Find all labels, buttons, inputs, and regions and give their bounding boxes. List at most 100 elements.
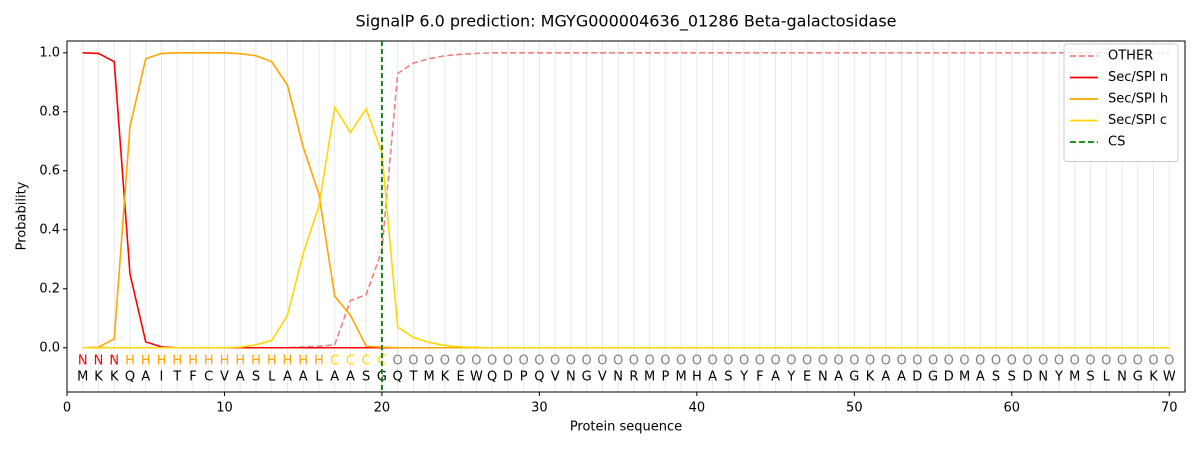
x-tick-label: 50 bbox=[846, 401, 863, 416]
residue-label: O bbox=[723, 354, 733, 369]
plot-frame bbox=[66, 40, 1186, 393]
residue-letter: Y bbox=[786, 370, 795, 385]
residue-label: O bbox=[802, 354, 812, 369]
residue-label: O bbox=[582, 354, 592, 369]
residue-label: O bbox=[550, 354, 560, 369]
residue-label: O bbox=[645, 354, 655, 369]
residue-letter: K bbox=[94, 370, 103, 385]
y-tick-label: 0.4 bbox=[39, 222, 60, 237]
residue-label: H bbox=[235, 354, 245, 369]
residue-label: O bbox=[1022, 354, 1032, 369]
residue-label: O bbox=[944, 354, 954, 369]
residue-label: O bbox=[519, 354, 529, 369]
residue-label: H bbox=[188, 354, 198, 369]
residue-label: O bbox=[408, 354, 418, 369]
residue-label: H bbox=[283, 354, 293, 369]
residue-letter: Q bbox=[393, 370, 403, 385]
residue-letter: F bbox=[189, 370, 196, 385]
residue-label: O bbox=[629, 354, 639, 369]
residue-label: H bbox=[267, 354, 277, 369]
residue-label: O bbox=[393, 354, 403, 369]
residue-label: O bbox=[487, 354, 497, 369]
residue-letter: N bbox=[1038, 370, 1048, 385]
residue-label: O bbox=[739, 354, 749, 369]
residue-letter: W bbox=[1163, 370, 1176, 385]
x-tick-label: 30 bbox=[531, 401, 548, 416]
residue-label: N bbox=[109, 354, 119, 369]
residue-letter: T bbox=[172, 370, 181, 385]
residue-label: O bbox=[676, 354, 686, 369]
residue-letter: L bbox=[315, 370, 323, 385]
x-tick-label: 20 bbox=[374, 401, 391, 416]
residue-label: H bbox=[251, 354, 261, 369]
residue-letter: Y bbox=[1054, 370, 1063, 385]
residue-label: O bbox=[503, 354, 513, 369]
residue-letter: Q bbox=[487, 370, 497, 385]
residue-label: O bbox=[1054, 354, 1064, 369]
residue-label: O bbox=[707, 354, 717, 369]
residue-label: O bbox=[471, 354, 481, 369]
legend-label: CS bbox=[1108, 135, 1125, 150]
residue-letter: M bbox=[424, 370, 435, 385]
residue-letter: A bbox=[330, 370, 339, 385]
residue-label: H bbox=[125, 354, 135, 369]
x-tick-label: 40 bbox=[689, 401, 706, 416]
residue-label: N bbox=[94, 354, 104, 369]
legend-label: Sec/SPI n bbox=[1108, 70, 1168, 85]
residue-label: C bbox=[346, 354, 355, 369]
residue-letter: C bbox=[204, 370, 213, 385]
residue-letter: K bbox=[110, 370, 119, 385]
residue-letter: S bbox=[1086, 370, 1094, 385]
residue-letter: P bbox=[520, 370, 528, 385]
residue-letter: R bbox=[629, 370, 638, 385]
residue-label: O bbox=[849, 354, 859, 369]
residue-label: O bbox=[1133, 354, 1143, 369]
x-tick-label: 70 bbox=[1161, 401, 1178, 416]
residue-letter: L bbox=[268, 370, 276, 385]
residue-label: H bbox=[172, 354, 182, 369]
residue-letter: N bbox=[566, 370, 576, 385]
residue-label: O bbox=[1085, 354, 1095, 369]
residue-letter: M bbox=[1069, 370, 1080, 385]
residue-letter: M bbox=[77, 370, 88, 385]
residue-letter: A bbox=[236, 370, 245, 385]
residue-label: O bbox=[660, 354, 670, 369]
chart-title: SignalP 6.0 prediction: MGYG000004636_01… bbox=[355, 12, 896, 32]
residue-letter: T bbox=[408, 370, 417, 385]
x-tick-label: 10 bbox=[216, 401, 233, 416]
residue-letter: A bbox=[346, 370, 355, 385]
residue-letter: M bbox=[644, 370, 655, 385]
residue-letter: S bbox=[992, 370, 1000, 385]
y-tick-label: 0.2 bbox=[39, 281, 60, 296]
residue-letter: K bbox=[441, 370, 450, 385]
residue-letter: E bbox=[803, 370, 811, 385]
residue-letter: D bbox=[503, 370, 513, 385]
residue-letter: V bbox=[551, 370, 560, 385]
residue-letter: N bbox=[1117, 370, 1127, 385]
residue-label: N bbox=[78, 354, 88, 369]
residue-label: O bbox=[613, 354, 623, 369]
residue-letter: Q bbox=[534, 370, 544, 385]
legend: OTHER Sec/SPI n Sec/SPI h Sec/SPI c CS bbox=[1063, 43, 1179, 162]
residue-label: O bbox=[959, 354, 969, 369]
residue-label: O bbox=[1007, 354, 1017, 369]
y-tick-label: 0.8 bbox=[39, 104, 60, 119]
residue-label: O bbox=[770, 354, 780, 369]
residue-label: O bbox=[975, 354, 985, 369]
residue-label: O bbox=[833, 354, 843, 369]
residue-label: O bbox=[896, 354, 906, 369]
residue-letter: I bbox=[160, 370, 164, 385]
residue-label: H bbox=[157, 354, 167, 369]
residue-label: O bbox=[1117, 354, 1127, 369]
residue-letter: H bbox=[692, 370, 702, 385]
residue-letter: M bbox=[959, 370, 970, 385]
residue-letter: W bbox=[470, 370, 483, 385]
residue-label: O bbox=[865, 354, 875, 369]
residue-letter: S bbox=[252, 370, 260, 385]
legend-label: Sec/SPI c bbox=[1108, 113, 1167, 128]
residue-letter: V bbox=[598, 370, 607, 385]
residue-label: O bbox=[566, 354, 576, 369]
residue-label: O bbox=[912, 354, 922, 369]
